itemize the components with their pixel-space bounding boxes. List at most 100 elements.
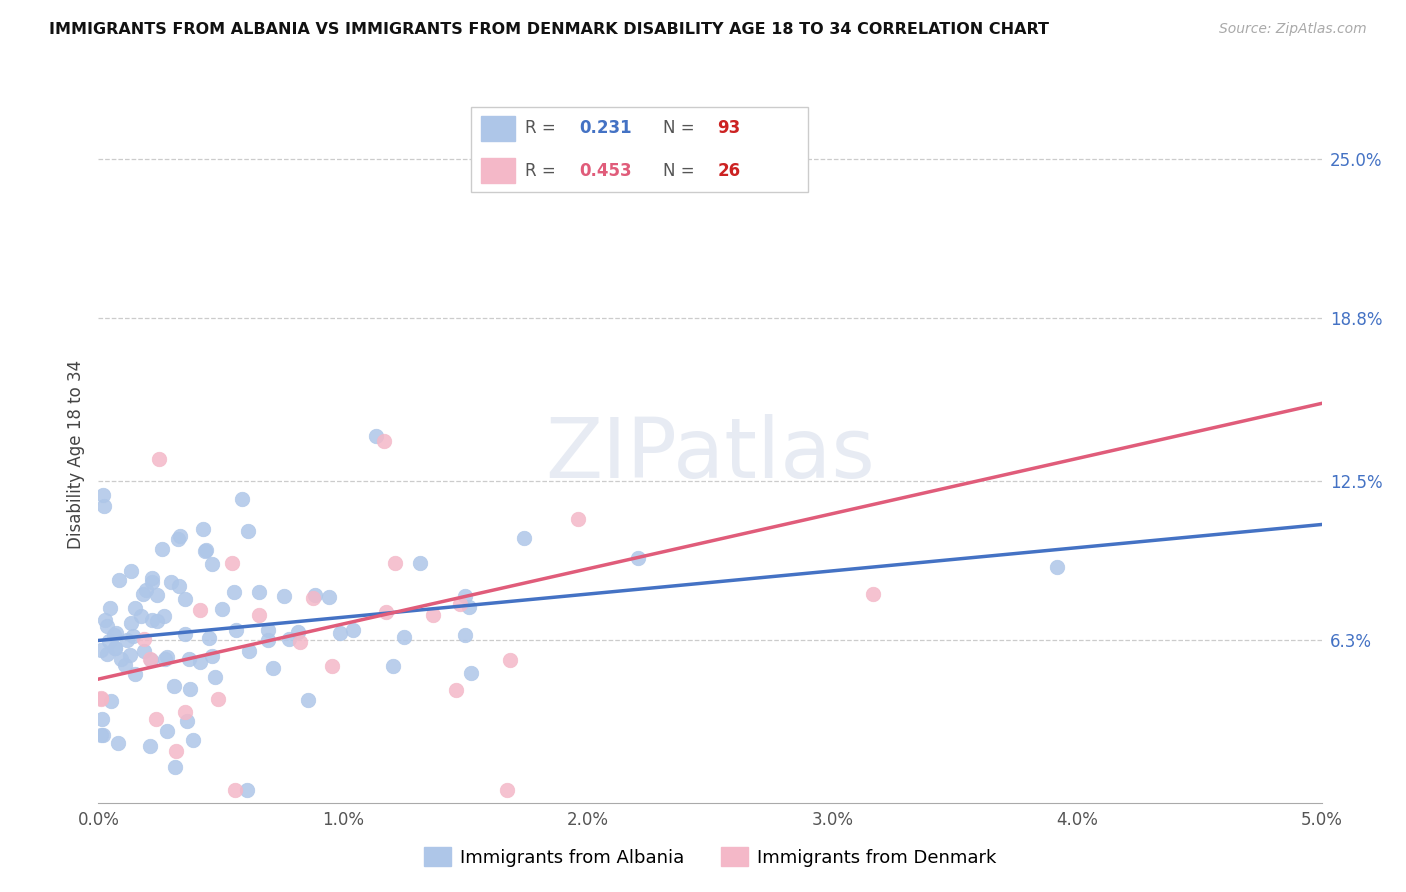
Point xyxy=(146,614,169,628)
Point xyxy=(177,651,200,665)
Point xyxy=(108,573,131,587)
Point xyxy=(165,744,187,758)
Text: R =: R = xyxy=(524,161,561,179)
Text: 26: 26 xyxy=(717,161,741,179)
Point xyxy=(122,629,145,643)
Point xyxy=(247,608,270,623)
Point xyxy=(460,665,482,680)
Point xyxy=(153,609,176,624)
Point xyxy=(236,783,259,797)
Text: 93: 93 xyxy=(717,120,741,137)
Point xyxy=(91,488,114,502)
Point xyxy=(444,682,467,697)
Point xyxy=(262,660,284,674)
Point xyxy=(138,652,160,666)
Point xyxy=(141,613,163,627)
Point xyxy=(104,641,127,656)
Point xyxy=(394,630,416,644)
Point xyxy=(247,585,270,599)
Point xyxy=(120,565,142,579)
Point xyxy=(513,532,536,546)
Point xyxy=(117,633,139,648)
Point xyxy=(201,558,224,572)
Point xyxy=(204,670,226,684)
Point xyxy=(93,499,115,513)
Point xyxy=(496,783,519,797)
Point xyxy=(155,724,177,739)
Point xyxy=(163,679,186,693)
Point xyxy=(195,543,218,558)
Point xyxy=(124,667,146,681)
Point xyxy=(238,524,260,538)
Point xyxy=(124,601,146,615)
Point xyxy=(156,650,179,665)
Point xyxy=(94,613,117,627)
Point xyxy=(167,532,190,546)
Point xyxy=(141,571,163,585)
Point xyxy=(188,603,211,617)
Point xyxy=(104,640,127,655)
Point xyxy=(364,429,387,443)
Point xyxy=(382,659,405,673)
Point xyxy=(224,783,246,797)
Point xyxy=(167,579,190,593)
Point xyxy=(278,632,301,647)
Text: Source: ZipAtlas.com: Source: ZipAtlas.com xyxy=(1219,22,1367,37)
Point xyxy=(373,434,395,449)
Point xyxy=(567,512,589,526)
Point xyxy=(1046,560,1069,574)
Point xyxy=(120,648,142,662)
Point xyxy=(374,606,396,620)
Point xyxy=(862,587,884,601)
Point xyxy=(194,544,217,558)
Point xyxy=(107,735,129,749)
Point xyxy=(145,713,167,727)
Point xyxy=(163,760,186,774)
Point xyxy=(626,551,648,566)
Point xyxy=(96,619,118,633)
Point xyxy=(100,600,122,615)
Text: IMMIGRANTS FROM ALBANIA VS IMMIGRANTS FROM DENMARK DISABILITY AGE 18 TO 34 CORRE: IMMIGRANTS FROM ALBANIA VS IMMIGRANTS FR… xyxy=(49,22,1049,37)
Point xyxy=(181,733,204,747)
Point xyxy=(139,739,162,753)
Point xyxy=(103,628,125,642)
Point xyxy=(160,575,183,590)
Point xyxy=(384,557,406,571)
Point xyxy=(231,492,253,507)
Point xyxy=(273,589,295,603)
Point xyxy=(139,653,162,667)
Point xyxy=(457,600,479,615)
Point xyxy=(297,693,319,707)
Text: 0.453: 0.453 xyxy=(579,161,631,179)
Point xyxy=(302,591,325,605)
Point xyxy=(224,585,246,599)
Point xyxy=(288,634,311,648)
Point xyxy=(449,597,471,611)
Bar xyxy=(481,158,515,183)
Point xyxy=(256,633,278,648)
Point xyxy=(238,643,260,657)
Point xyxy=(90,643,112,657)
Point xyxy=(129,608,152,623)
Point xyxy=(148,452,170,467)
Point xyxy=(498,652,520,666)
Point xyxy=(110,651,132,665)
Point xyxy=(90,690,112,705)
Point xyxy=(329,625,352,640)
Point xyxy=(221,556,243,570)
Text: 0.231: 0.231 xyxy=(579,120,631,137)
Point xyxy=(454,589,477,603)
Point xyxy=(100,693,122,707)
Point xyxy=(176,714,198,729)
Y-axis label: Disability Age 18 to 34: Disability Age 18 to 34 xyxy=(66,360,84,549)
Point xyxy=(422,607,444,622)
Point xyxy=(104,626,127,640)
Text: R =: R = xyxy=(524,120,561,137)
Point xyxy=(342,624,364,638)
Point xyxy=(134,643,156,657)
Point xyxy=(287,624,309,639)
Point xyxy=(91,728,114,742)
Point xyxy=(114,657,136,672)
Text: N =: N = xyxy=(664,161,700,179)
Point xyxy=(120,616,142,631)
